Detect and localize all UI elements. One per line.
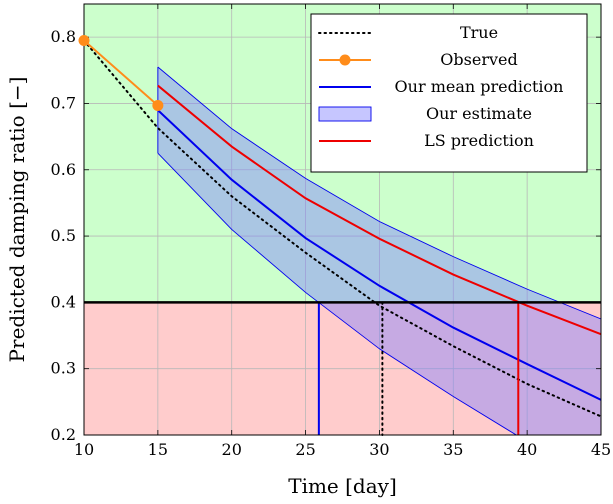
- estimate-band-lower: [157, 152, 518, 435]
- x-axis-title: Time [day]: [288, 474, 397, 498]
- series-line-ls-prediction: [157, 84, 601, 336]
- observed-markers: [78, 34, 164, 111]
- y-axis-title: Predicted damping ratio [−]: [5, 77, 29, 363]
- legend-box: [310, 13, 588, 173]
- legend-swatch: [318, 106, 372, 122]
- y-tick-label: 0.4: [51, 292, 76, 311]
- observed-point: [152, 99, 164, 111]
- y-tick-label: 0.3: [51, 359, 76, 378]
- x-tick-label: 35: [443, 440, 463, 459]
- y-tick-label: 0.6: [51, 160, 76, 179]
- x-tick-label: 30: [369, 440, 389, 459]
- y-tick-label: 0.5: [51, 226, 76, 245]
- estimate-band-upper: [157, 66, 601, 320]
- x-tick-label: 10: [74, 440, 94, 459]
- legend-entry: Our mean prediction: [395, 77, 564, 96]
- plot-frame: [83, 3, 602, 436]
- y-tick-label: 0.2: [51, 425, 76, 444]
- x-tick-label: 25: [295, 440, 315, 459]
- legend-entry: Our estimate: [426, 104, 532, 123]
- series-line-true: [84, 39, 601, 418]
- x-tick-label: 15: [148, 440, 168, 459]
- y-axis-ticks: 0.2 0.3 0.4 0.5 0.6 0.7 0.8: [51, 27, 601, 444]
- x-tick-label: 20: [222, 440, 242, 459]
- legend-entry: True: [460, 23, 498, 42]
- x-tick-label: 45: [591, 440, 611, 459]
- legend-entry: Observed: [440, 50, 517, 69]
- x-tick-label: 40: [517, 440, 537, 459]
- y-tick-label: 0.7: [51, 93, 76, 112]
- y-tick-label: 0.8: [51, 27, 76, 46]
- legend: True Observed Our mean prediction Our estim…: [310, 13, 588, 173]
- series-line-our-mean-prediction: [157, 109, 601, 401]
- legend-entry: LS prediction: [424, 131, 534, 150]
- legend-marker: [339, 54, 351, 66]
- observed-point: [78, 34, 90, 46]
- crossing-lines: [317, 301, 520, 436]
- x-axis-ticks: 10 15 20 25 30 35 40 45: [74, 4, 611, 459]
- estimate-band-area: [157, 66, 601, 435]
- series-lines: [84, 39, 601, 418]
- series-line-observed: [84, 39, 159, 107]
